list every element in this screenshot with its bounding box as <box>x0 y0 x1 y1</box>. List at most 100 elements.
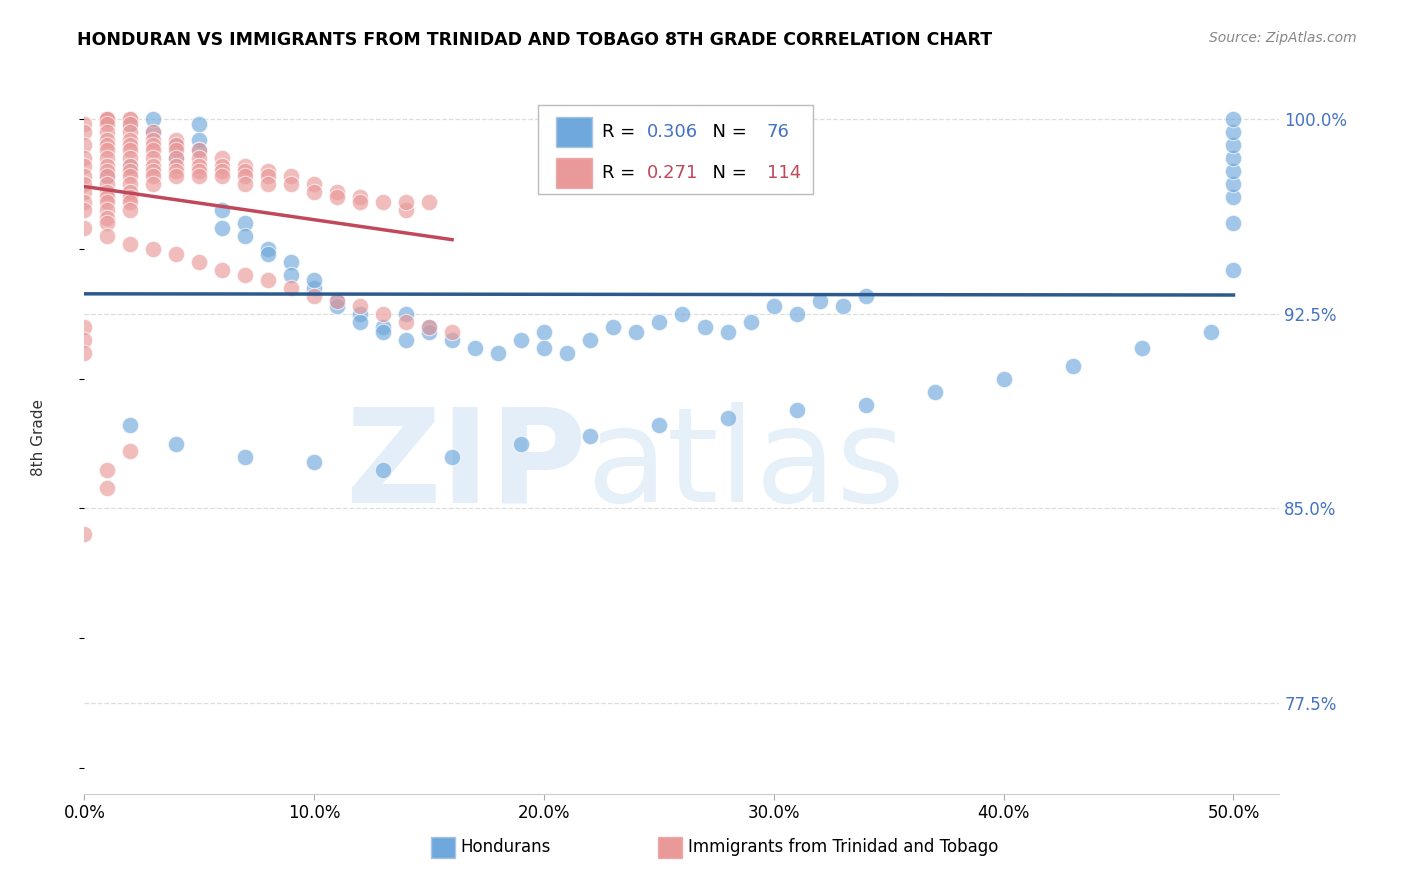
Point <box>326 293 349 308</box>
Point <box>257 273 280 287</box>
Point <box>73 177 96 191</box>
Point <box>165 159 187 173</box>
Point <box>441 450 464 464</box>
Point <box>302 185 325 199</box>
FancyBboxPatch shape <box>432 837 456 858</box>
Point <box>165 247 187 261</box>
Point <box>233 164 256 178</box>
Point <box>855 398 877 412</box>
Point <box>165 133 187 147</box>
Point <box>302 288 325 302</box>
Point <box>165 151 187 165</box>
Point <box>188 169 211 184</box>
Point <box>233 268 256 282</box>
Point <box>555 345 578 359</box>
Point <box>165 164 187 178</box>
Point <box>120 151 142 165</box>
Text: Source: ZipAtlas.com: Source: ZipAtlas.com <box>1209 31 1357 45</box>
Point <box>165 144 187 158</box>
Point <box>579 333 602 347</box>
Point <box>924 384 946 399</box>
Text: HONDURAN VS IMMIGRANTS FROM TRINIDAD AND TOBAGO 8TH GRADE CORRELATION CHART: HONDURAN VS IMMIGRANTS FROM TRINIDAD AND… <box>77 31 993 49</box>
Point <box>73 333 96 347</box>
Point <box>533 341 555 355</box>
Point <box>96 229 118 244</box>
Point <box>142 164 165 178</box>
Point <box>120 190 142 204</box>
Point <box>395 307 418 321</box>
Point <box>349 190 371 204</box>
Point <box>142 177 165 191</box>
Point <box>96 169 118 184</box>
Point <box>73 345 96 359</box>
Point <box>211 169 233 184</box>
Point <box>211 151 233 165</box>
Point <box>96 112 118 127</box>
Point <box>211 221 233 235</box>
Point <box>233 169 256 184</box>
Point <box>257 164 280 178</box>
Point <box>96 211 118 225</box>
Point <box>73 202 96 217</box>
Point <box>533 325 555 339</box>
Point <box>120 195 142 210</box>
Point <box>188 117 211 131</box>
Point <box>831 299 853 313</box>
Point <box>373 307 395 321</box>
Point <box>73 319 96 334</box>
Point <box>648 418 671 433</box>
Point <box>73 117 96 131</box>
Point <box>120 202 142 217</box>
Point <box>280 281 302 295</box>
Point <box>326 293 349 308</box>
Point <box>96 112 118 127</box>
Point <box>1130 341 1153 355</box>
Point <box>579 429 602 443</box>
Point <box>120 144 142 158</box>
Point <box>373 319 395 334</box>
Point <box>120 112 142 127</box>
Point <box>717 410 740 425</box>
Point <box>302 177 325 191</box>
Point <box>395 333 418 347</box>
Point <box>73 151 96 165</box>
Point <box>418 319 440 334</box>
Point <box>188 133 211 147</box>
Point <box>120 159 142 173</box>
Point <box>96 195 118 210</box>
Text: R =: R = <box>602 123 641 141</box>
Point <box>142 125 165 139</box>
Point <box>280 177 302 191</box>
Point <box>233 177 256 191</box>
Point <box>373 325 395 339</box>
Point <box>486 345 509 359</box>
Point <box>1222 177 1244 191</box>
Point <box>165 436 187 450</box>
Text: 76: 76 <box>766 123 790 141</box>
Point <box>786 307 808 321</box>
Point <box>648 315 671 329</box>
Point <box>73 159 96 173</box>
Point <box>349 315 371 329</box>
Point <box>142 151 165 165</box>
FancyBboxPatch shape <box>557 158 592 188</box>
Point <box>96 151 118 165</box>
Point <box>120 177 142 191</box>
Point <box>120 444 142 458</box>
Point <box>1222 151 1244 165</box>
Point <box>257 177 280 191</box>
Point <box>211 164 233 178</box>
Point <box>142 133 165 147</box>
Point <box>717 325 740 339</box>
Point <box>510 436 533 450</box>
Point <box>96 144 118 158</box>
Point <box>120 138 142 153</box>
Point <box>1199 325 1222 339</box>
Point <box>349 299 371 313</box>
Point <box>855 288 877 302</box>
Point <box>418 325 440 339</box>
Point <box>120 159 142 173</box>
Text: ZIP: ZIP <box>344 402 586 529</box>
Point <box>165 138 187 153</box>
Text: 0.306: 0.306 <box>647 123 699 141</box>
